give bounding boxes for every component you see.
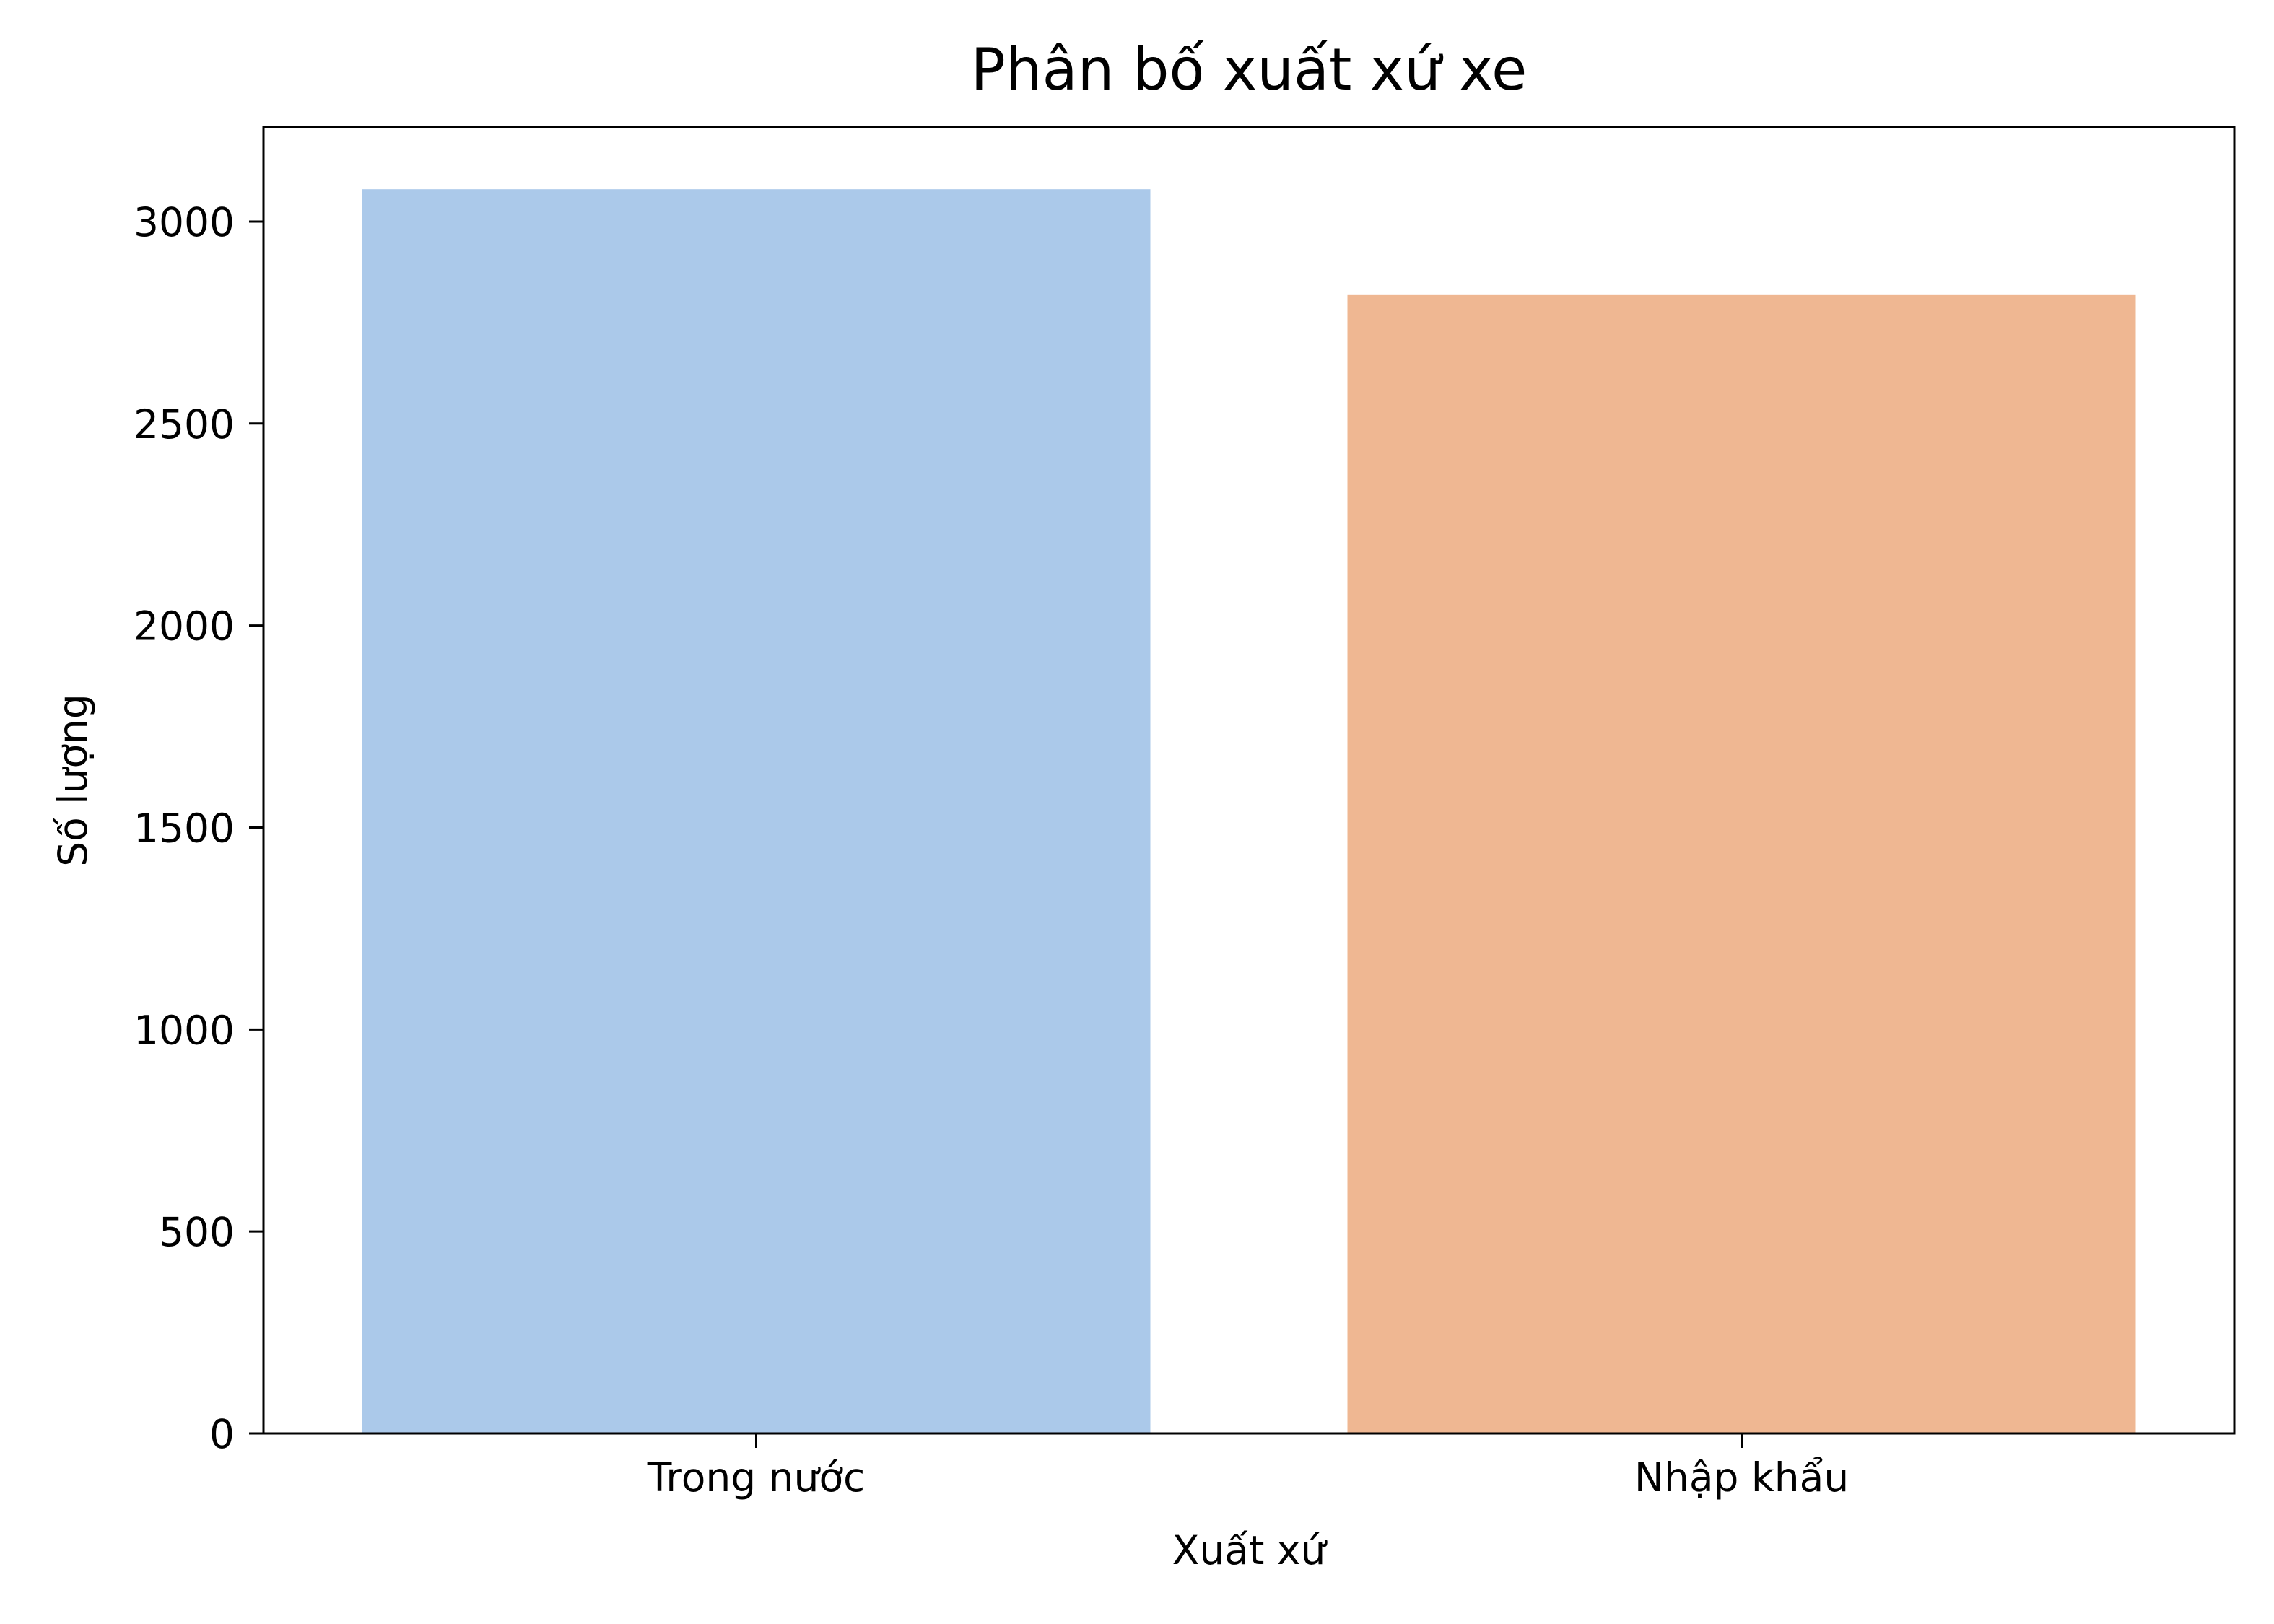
y-axis-ticks: 0 500 1000 1500 2000 2500 3000 (134, 199, 263, 1457)
x-axis-label: Xuất xứ (1172, 1527, 1328, 1573)
y-tick-label: 2000 (134, 603, 235, 650)
x-tick-label: Nhập khẩu (1634, 1454, 1849, 1501)
bar-nhap-khau (1347, 294, 2136, 1434)
y-tick-label: 3000 (134, 199, 235, 245)
x-tick-label: Trong nước (647, 1454, 865, 1501)
y-tick-label: 1500 (134, 805, 235, 851)
bars-layer (362, 189, 2136, 1434)
y-tick-label: 500 (159, 1209, 235, 1255)
x-axis-ticks: Trong nước Nhập khẩu (647, 1433, 1849, 1501)
y-axis-label: Số lượng (50, 694, 96, 867)
y-tick-label: 1000 (134, 1007, 235, 1053)
chart-title: Phân bố xuất xứ xe (971, 36, 1528, 103)
plot-area-frame (262, 126, 2236, 1435)
axes-layer (262, 126, 2236, 1435)
y-tick-label: 2500 (134, 401, 235, 448)
bar-trong-nuoc (362, 189, 1151, 1434)
y-tick-label: 0 (209, 1411, 235, 1457)
